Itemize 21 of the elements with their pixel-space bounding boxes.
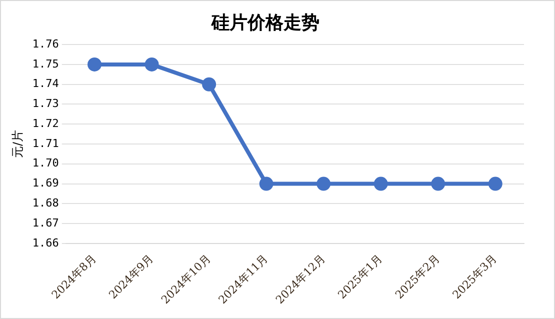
y-tick-label: 1.70: [32, 156, 59, 170]
y-tick-label: 1.73: [32, 97, 59, 110]
y-axis-title: 元/片: [10, 130, 24, 158]
point: [431, 176, 446, 191]
point: [144, 57, 159, 72]
y-tick-label: 1.74: [32, 77, 60, 90]
y-tick-label: 1.75: [32, 57, 59, 70]
y-tick-label: 1.71: [32, 136, 59, 150]
point: [374, 176, 388, 191]
y-tick-label: 1.68: [32, 196, 59, 210]
y-tick-label: 1.69: [32, 176, 59, 190]
chart-title: 硅片价格走势: [210, 12, 320, 34]
point: [488, 176, 502, 191]
y-tick-label: 1.67: [32, 216, 59, 230]
point: [259, 176, 274, 191]
y-tick-label: 1.72: [32, 116, 59, 130]
y-tick-label: 1.66: [32, 236, 59, 250]
point: [316, 176, 331, 191]
point: [88, 57, 102, 72]
y-tick-label: 1.76: [32, 37, 59, 50]
point: [202, 77, 216, 92]
